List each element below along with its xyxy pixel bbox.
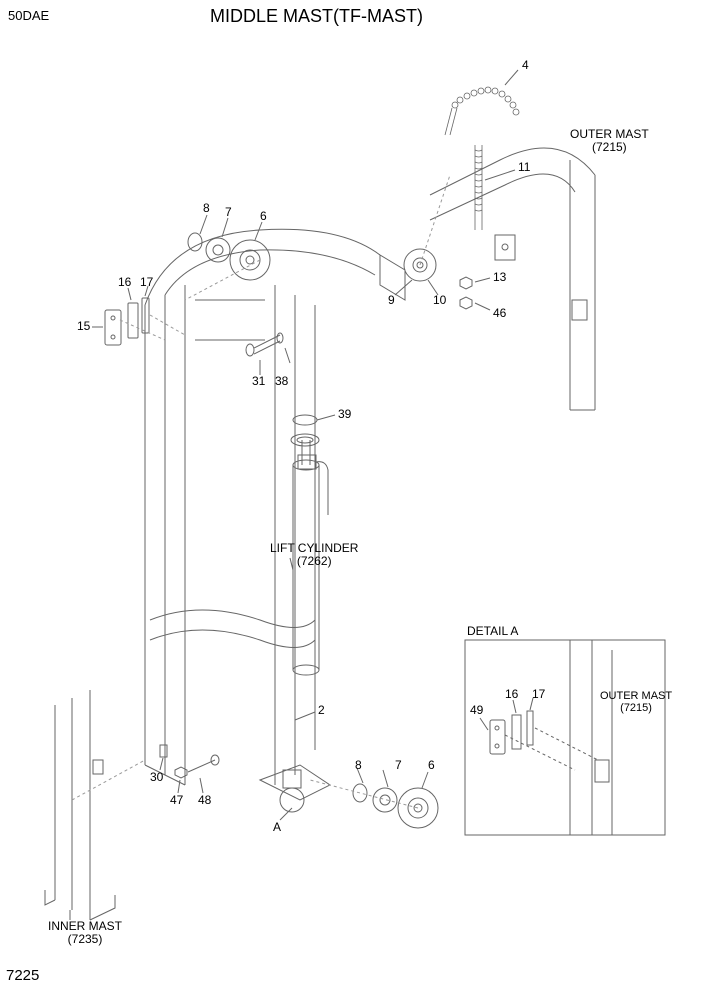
detail-a-box [465,640,665,835]
bolts-lower-left [160,745,219,793]
rollers-lower [353,768,438,828]
callout-47: 47 [170,793,183,807]
callout-31: 31 [252,374,265,388]
callout-8b: 8 [355,758,362,772]
callout-39: 39 [338,407,351,421]
callout-8a: 8 [203,201,210,215]
callout-7b: 7 [395,758,402,772]
callout-13: 13 [493,270,506,284]
callout-7a: 7 [225,205,232,219]
callout-16a: 16 [118,275,131,289]
callout-A: A [273,820,281,834]
outer-mast-top [430,70,595,410]
ring-39 [293,415,317,425]
callout-17b: 17 [532,687,545,701]
callout-outer-mast-top: OUTER MAST (7215) [570,128,649,154]
callout-6a: 6 [260,209,267,223]
callout-outer-mast-detail: OUTER MAST (7215) [600,690,672,714]
nuts-13-46 [460,277,490,310]
middle-mast-column [145,229,405,812]
pins-31-38 [246,333,290,375]
callout-30: 30 [150,770,163,784]
callout-15: 15 [77,319,90,333]
callout-6b: 6 [428,758,435,772]
callout-48: 48 [198,793,211,807]
callout-9: 9 [388,293,395,307]
callout-lift-cylinder: LIFT CYLINDER (7262) [270,542,358,568]
callout-inner-mast: INNER MAST (7235) [48,920,122,946]
callout-4: 4 [522,58,529,72]
callout-10: 10 [433,293,446,307]
pulley-9-10 [395,249,438,295]
callout-11: 11 [518,160,530,174]
callout-49: 49 [470,703,483,717]
detail-a-title: DETAIL A [467,624,518,638]
callout-17a: 17 [140,275,153,289]
callout-38: 38 [275,374,288,388]
callout-46: 46 [493,306,506,320]
inner-mast [45,690,115,920]
rollers-upper [188,215,270,280]
shim-plates-left [92,286,149,345]
callout-16b: 16 [505,687,518,701]
callout-2: 2 [318,703,325,717]
